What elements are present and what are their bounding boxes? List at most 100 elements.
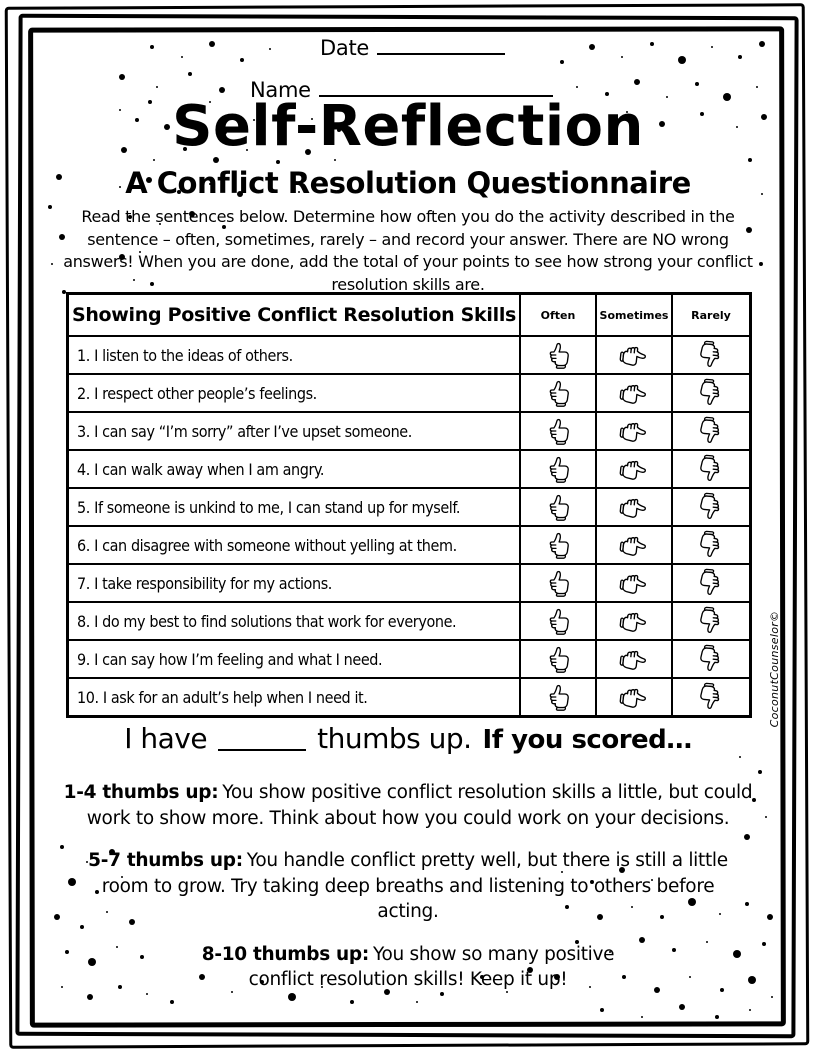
often-answer-cell[interactable]	[521, 603, 597, 641]
thumbs-down-icon	[696, 416, 726, 446]
thumbs-up-icon	[543, 492, 573, 522]
thumbs-sideways-icon	[619, 606, 649, 636]
column-header-often: Often	[521, 295, 597, 337]
often-answer-cell[interactable]	[521, 489, 597, 527]
sometimes-answer-cell[interactable]	[597, 337, 673, 375]
page-title: Self-Reflection	[172, 94, 644, 159]
thumbs-down-icon	[696, 340, 726, 370]
thumbs-up-icon	[543, 568, 573, 598]
name-label: Name	[250, 78, 311, 102]
thumbs-sideways-icon	[619, 492, 649, 522]
sometimes-answer-cell[interactable]	[597, 413, 673, 451]
thumbs-down-icon	[696, 568, 726, 598]
often-answer-cell[interactable]	[521, 527, 597, 565]
result-5-7: 5-7 thumbs up: You handle conflict pretty…	[80, 848, 736, 925]
thumbs-sideways-icon	[619, 530, 649, 560]
sometimes-answer-cell[interactable]	[597, 565, 673, 603]
statement-cell: 2. I respect other people’s feelings.	[69, 375, 521, 413]
statement-text: 4. I can walk away when I am angry.	[77, 459, 325, 479]
thumbs-down-icon	[696, 378, 726, 408]
thumbs-down-icon	[696, 492, 726, 522]
result-5-7-text: You handle conflict pretty well, but the…	[101, 850, 728, 923]
thumbs-down-icon	[696, 606, 726, 636]
often-answer-cell[interactable]	[521, 413, 597, 451]
table-row: 6. I can disagree with someone without y…	[69, 527, 749, 565]
rarely-answer-cell[interactable]	[673, 451, 749, 489]
column-header-sometimes: Sometimes	[597, 295, 673, 337]
table-row: 5. If someone is unkind to me, I can sta…	[69, 489, 749, 527]
often-answer-cell[interactable]	[521, 565, 597, 603]
sometimes-answer-cell[interactable]	[597, 489, 673, 527]
rarely-answer-cell[interactable]	[673, 413, 749, 451]
often-answer-cell[interactable]	[521, 337, 597, 375]
thumbs-up-icon	[543, 530, 573, 560]
statement-cell: 5. If someone is unkind to me, I can sta…	[69, 489, 521, 527]
statement-cell: 9. I can say how I’m feeling and what I …	[69, 641, 521, 679]
column-header-rarely: Rarely	[673, 295, 749, 337]
thumbs-sideways-icon	[619, 644, 649, 674]
table-row: 4. I can walk away when I am angry.	[69, 451, 749, 489]
thumbs-sideways-icon	[619, 340, 649, 370]
statement-cell: 8. I do my best to find solutions that w…	[69, 603, 521, 641]
result-5-7-label: 5-7 thumbs up:	[88, 850, 243, 872]
sometimes-answer-cell[interactable]	[597, 527, 673, 565]
sometimes-answer-cell[interactable]	[597, 375, 673, 413]
table-row: 3. I can say “I’m sorry” after I’ve upse…	[69, 413, 749, 451]
thumbs-down-icon	[696, 682, 726, 712]
rarely-answer-cell[interactable]	[673, 527, 749, 565]
rarely-answer-cell[interactable]	[673, 679, 749, 715]
sometimes-answer-cell[interactable]	[597, 679, 673, 715]
date-label: Date	[320, 36, 369, 60]
statement-cell: 4. I can walk away when I am angry.	[69, 451, 521, 489]
score-blank-line[interactable]	[218, 733, 307, 751]
thumbs-up-icon	[543, 378, 573, 408]
sometimes-answer-cell[interactable]	[597, 451, 673, 489]
often-answer-cell[interactable]	[521, 679, 597, 715]
thumbs-sideways-icon	[619, 568, 649, 598]
statement-cell: 7. I take responsibility for my actions.	[69, 565, 521, 603]
thumbs-up-icon	[543, 644, 573, 674]
thumbs-up-icon	[543, 682, 573, 712]
watermark-credit: CoconutCounselor©	[768, 610, 781, 728]
statement-text: 1. I listen to the ideas of others.	[77, 345, 293, 365]
thumbs-up-icon	[543, 416, 573, 446]
thumbs-down-icon	[696, 644, 726, 674]
statement-text: 3. I can say “I’m sorry” after I’ve upse…	[77, 421, 412, 441]
thumbs-up-icon	[543, 606, 573, 636]
table-header-row: Showing Positive Conflict Resolution Ski…	[69, 295, 749, 337]
often-answer-cell[interactable]	[521, 641, 597, 679]
name-line[interactable]	[318, 79, 553, 97]
rarely-answer-cell[interactable]	[673, 375, 749, 413]
statement-text: 8. I do my best to find solutions that w…	[77, 611, 457, 631]
score-suffix: thumbs up.	[317, 722, 472, 755]
statement-cell: 6. I can disagree with someone without y…	[69, 527, 521, 565]
sometimes-answer-cell[interactable]	[597, 641, 673, 679]
score-line: I have thumbs up. If you scored…	[0, 722, 816, 755]
result-1-4-label: 1-4 thumbs up:	[63, 782, 219, 803]
thumbs-sideways-icon	[619, 416, 649, 446]
rarely-answer-cell[interactable]	[673, 565, 749, 603]
result-8-10-label: 8-10 thumbs up:	[201, 943, 370, 965]
date-line[interactable]	[377, 37, 505, 55]
rarely-answer-cell[interactable]	[673, 603, 749, 641]
often-answer-cell[interactable]	[521, 451, 597, 489]
rarely-answer-cell[interactable]	[673, 337, 749, 375]
sometimes-answer-cell[interactable]	[597, 603, 673, 641]
thumbs-sideways-icon	[619, 682, 649, 712]
date-row: Date	[320, 36, 505, 60]
statement-text: 9. I can say how I’m feeling and what I …	[77, 649, 383, 669]
statement-cell: 1. I listen to the ideas of others.	[69, 337, 521, 375]
thumbs-down-icon	[696, 454, 726, 484]
table-row: 7. I take responsibility for my actions.	[69, 565, 749, 603]
result-8-10: 8-10 thumbs up: You show so many positive…	[173, 942, 643, 993]
thumbs-down-icon	[696, 530, 726, 560]
rarely-answer-cell[interactable]	[673, 489, 749, 527]
rarely-answer-cell[interactable]	[673, 641, 749, 679]
result-1-4: 1-4 thumbs up: You show positive conflict…	[58, 780, 758, 831]
often-answer-cell[interactable]	[521, 375, 597, 413]
thumbs-sideways-icon	[619, 454, 649, 484]
statement-cell: 10. I ask for an adult’s help when I nee…	[69, 679, 521, 715]
statement-text: 10. I ask for an adult’s help when I nee…	[77, 687, 368, 707]
statement-text: 5. If someone is unkind to me, I can sta…	[77, 497, 461, 517]
thumbs-sideways-icon	[619, 378, 649, 408]
